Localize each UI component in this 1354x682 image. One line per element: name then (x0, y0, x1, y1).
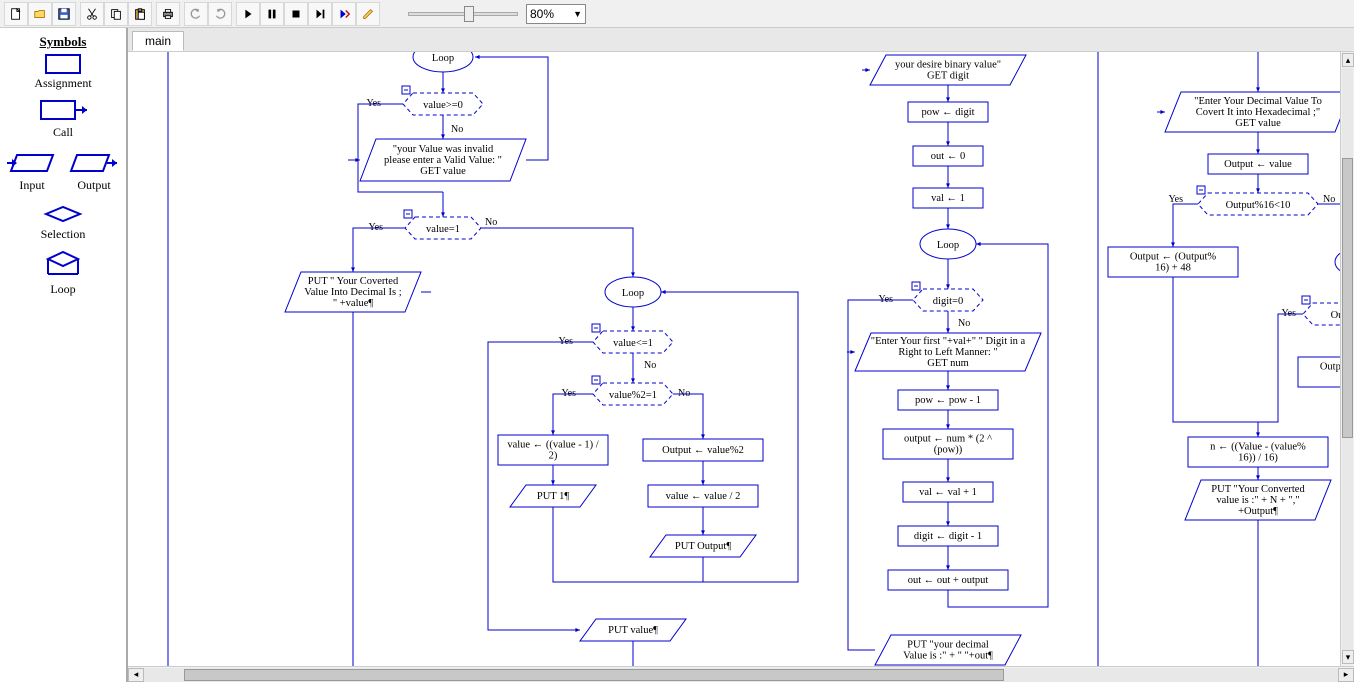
vscroll-thumb[interactable] (1342, 158, 1353, 438)
cut-icon[interactable] (80, 2, 104, 26)
zoom-slider[interactable] (408, 12, 518, 16)
svg-text:value=1: value=1 (426, 224, 460, 235)
svg-text:+Output¶: +Output¶ (1238, 506, 1278, 517)
step-out-icon[interactable] (332, 2, 356, 26)
svg-text:" +value¶: " +value¶ (333, 298, 374, 309)
svg-text:digit ← digit - 1: digit ← digit - 1 (914, 531, 982, 542)
svg-text:"your Value was invalid: "your Value was invalid (393, 144, 494, 155)
svg-text:Output%16<10: Output%16<10 (1226, 200, 1291, 211)
svg-text:GET num: GET num (927, 358, 969, 369)
svg-text:2): 2) (549, 451, 558, 462)
chevron-down-icon: ▼ (573, 9, 582, 19)
symbol-loop[interactable]: Loop (0, 250, 126, 297)
svg-text:your desire binary value": your desire binary value" (895, 60, 1001, 71)
svg-text:PUT "your decimal: PUT "your decimal (907, 640, 989, 651)
svg-text:GET value: GET value (420, 166, 466, 177)
svg-text:GET digit: GET digit (927, 71, 969, 82)
redo-icon[interactable] (208, 2, 232, 26)
svg-text:val ← val + 1: val ← val + 1 (919, 487, 977, 498)
svg-text:16)) / 16): 16)) / 16) (1238, 453, 1278, 464)
symbol-call[interactable]: Call (0, 99, 126, 140)
zoom-select[interactable]: 80% ▼ (526, 4, 586, 24)
svg-text:Yes: Yes (1168, 194, 1183, 205)
svg-text:value ← value / 2: value ← value / 2 (666, 491, 741, 502)
svg-text:Output%16<10: Output%16<10 (1331, 310, 1340, 321)
svg-text:value ← ((value - 1) /: value ← ((value - 1) / (507, 440, 598, 451)
symbol-input[interactable]: Input (7, 152, 57, 193)
stop-icon[interactable] (284, 2, 308, 26)
svg-text:No: No (451, 124, 463, 135)
save-icon[interactable] (52, 2, 76, 26)
svg-text:"Enter Your Decimal Value To: "Enter Your Decimal Value To (1194, 96, 1322, 107)
svg-text:Value Into Decimal Is ;: Value Into Decimal Is ; (304, 287, 401, 298)
svg-text:(pow)): (pow)) (934, 445, 963, 456)
svg-text:Loop: Loop (937, 240, 959, 251)
symbol-output[interactable]: Output (69, 152, 119, 193)
open-icon[interactable] (28, 2, 52, 26)
scroll-down-icon[interactable]: ▾ (1342, 650, 1354, 664)
svg-text:pow ← pow - 1: pow ← pow - 1 (915, 395, 981, 406)
svg-text:Output ← value: Output ← value (1224, 159, 1292, 170)
svg-text:val ← 1: val ← 1 (931, 193, 965, 204)
flowchart-canvas[interactable]: Loop value>=0 Yes No "your Value was invalid… (128, 52, 1340, 666)
svg-text:Output ← (Output%: Output ← (Output% (1130, 252, 1217, 263)
svg-text:digit=0: digit=0 (933, 296, 963, 307)
scroll-left-icon[interactable]: ◂ (128, 668, 144, 682)
scroll-up-icon[interactable]: ▴ (1342, 53, 1354, 67)
svg-text:Loop: Loop (622, 288, 644, 299)
paste-icon[interactable] (128, 2, 152, 26)
print-icon[interactable] (156, 2, 180, 26)
tab-bar: main (128, 28, 1354, 52)
svg-text:No: No (958, 318, 970, 329)
scroll-right-icon[interactable]: ▸ (1338, 668, 1354, 682)
svg-text:Covert It into Hexadecimal ;": Covert It into Hexadecimal ;" (1196, 107, 1320, 118)
undo-icon[interactable] (184, 2, 208, 26)
svg-text:value<=1: value<=1 (613, 338, 653, 349)
svg-text:PUT " Your Coverted: PUT " Your Coverted (308, 276, 399, 287)
symbols-sidebar: Symbols Assignment Call Input Output Sel… (0, 28, 128, 682)
toolbar: 80% ▼ (0, 0, 1354, 28)
svg-text:Output ← (Output%: Output ← (Output% (1320, 362, 1340, 373)
svg-text:"Enter Your first "+val+" " Di: "Enter Your first "+val+" " Digit in a (871, 336, 1026, 347)
svg-text:GET value: GET value (1235, 118, 1281, 129)
svg-text:No: No (644, 360, 656, 371)
svg-text:pow ← digit: pow ← digit (921, 107, 974, 118)
svg-text:output ← num * (2 ^: output ← num * (2 ^ (904, 434, 992, 445)
svg-text:Value is :" + " "+out¶: Value is :" + " "+out¶ (903, 651, 993, 662)
svg-text:No: No (485, 217, 497, 228)
svg-text:n ← ((Value - (value%: n ← ((Value - (value% (1210, 442, 1306, 453)
vertical-scrollbar[interactable]: ▴ ▾ (1340, 52, 1354, 666)
svg-text:No: No (1323, 194, 1335, 205)
copy-icon[interactable] (104, 2, 128, 26)
tab-main[interactable]: main (132, 31, 184, 51)
symbol-selection[interactable]: Selection (0, 205, 126, 242)
svg-text:Right to Left Manner: ": Right to Left Manner: " (898, 347, 997, 358)
play-icon[interactable] (236, 2, 260, 26)
svg-text:value%2=1: value%2=1 (609, 390, 657, 401)
svg-text:PUT value¶: PUT value¶ (608, 625, 658, 636)
svg-text:Loop: Loop (432, 53, 454, 64)
pencil-icon[interactable] (356, 2, 380, 26)
svg-text:out ← 0: out ← 0 (931, 151, 965, 162)
svg-text:PUT 1¶: PUT 1¶ (537, 491, 570, 502)
svg-text:value>=0: value>=0 (423, 100, 463, 111)
svg-text:Output ← value%2: Output ← value%2 (662, 445, 744, 456)
pause-icon[interactable] (260, 2, 284, 26)
horizontal-scrollbar[interactable]: ◂ ▸ (128, 666, 1354, 682)
step-icon[interactable] (308, 2, 332, 26)
svg-text:please enter a Valid Value: ": please enter a Valid Value: " (384, 155, 502, 166)
hscroll-thumb[interactable] (184, 669, 1004, 681)
svg-text:PUT Output¶: PUT Output¶ (675, 541, 731, 552)
svg-text:16) + 48: 16) + 48 (1155, 263, 1191, 274)
svg-text:value is :" + N + ",": value is :" + N + "," (1216, 495, 1299, 506)
zoom-value: 80% (530, 7, 554, 21)
sidebar-title: Symbols (0, 34, 126, 50)
symbol-assignment[interactable]: Assignment (0, 54, 126, 91)
svg-text:out ← out + output: out ← out + output (908, 575, 989, 586)
zoom-slider-thumb[interactable] (464, 6, 474, 22)
new-icon[interactable] (4, 2, 28, 26)
svg-text:PUT "Your Converted: PUT "Your Converted (1211, 484, 1305, 495)
